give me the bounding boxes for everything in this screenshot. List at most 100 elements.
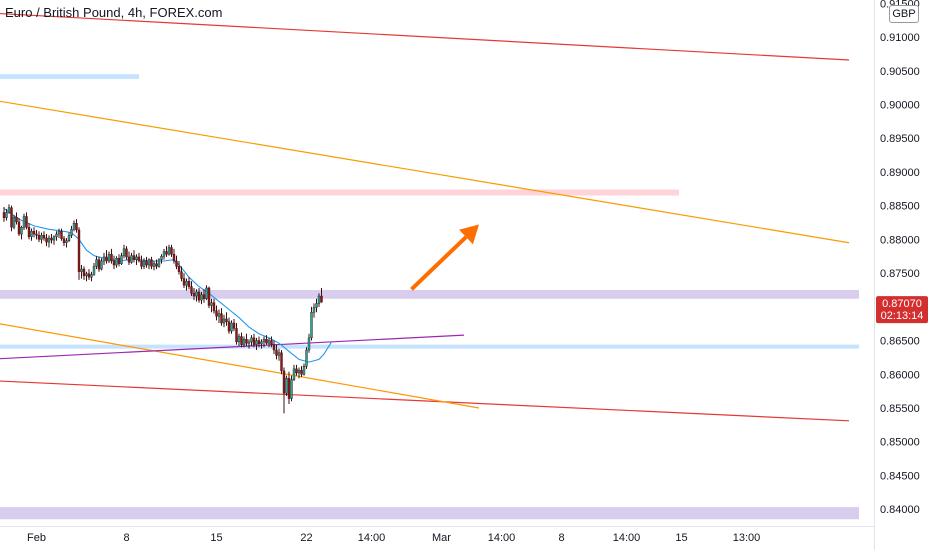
- candle[interactable]: [302, 363, 306, 376]
- arrow-shaft[interactable]: [410, 235, 468, 291]
- orange-trendline-2[interactable]: [0, 100, 850, 244]
- price-axis[interactable]: 0.84000 0.84500 0.85000 0.85500 0.86000 0.865…: [880, 0, 920, 516]
- candle[interactable]: [277, 348, 281, 361]
- moving-average-line[interactable]: [3, 207, 332, 363]
- candle[interactable]: [67, 232, 71, 243]
- candle[interactable]: [150, 256, 153, 270]
- candle[interactable]: [140, 255, 143, 270]
- candle[interactable]: [55, 231, 58, 241]
- candle[interactable]: [42, 231, 46, 241]
- candle[interactable]: [262, 336, 266, 348]
- candle[interactable]: [320, 287, 323, 303]
- candle[interactable]: [212, 298, 216, 314]
- candle[interactable]: [152, 260, 156, 271]
- candle[interactable]: [232, 318, 236, 332]
- candle[interactable]: [300, 366, 303, 377]
- candle[interactable]: [35, 229, 38, 240]
- candle[interactable]: [292, 364, 296, 382]
- candle[interactable]: [157, 258, 161, 268]
- candle[interactable]: [37, 231, 41, 243]
- candle[interactable]: [2, 207, 6, 222]
- candle[interactable]: [200, 291, 203, 305]
- candle[interactable]: [130, 252, 133, 264]
- candle[interactable]: [137, 252, 141, 263]
- candle[interactable]: [185, 278, 188, 291]
- candle[interactable]: [205, 285, 208, 301]
- candle[interactable]: [127, 251, 131, 266]
- candle[interactable]: [167, 244, 171, 256]
- candle[interactable]: [82, 266, 86, 280]
- time-axis[interactable]: Feb 8 15 22 14:00 Mar 14:00 8 14:00 15 13:00: [27, 532, 760, 544]
- candle[interactable]: [87, 269, 91, 280]
- candle[interactable]: [30, 228, 33, 241]
- candle[interactable]: [120, 252, 123, 266]
- candle[interactable]: [52, 235, 56, 245]
- candle[interactable]: [237, 333, 241, 346]
- candle[interactable]: [240, 332, 243, 348]
- candle[interactable]: [242, 336, 246, 348]
- candle[interactable]: [57, 228, 61, 239]
- candle[interactable]: [25, 212, 28, 230]
- candle[interactable]: [267, 337, 271, 348]
- candle[interactable]: [100, 258, 103, 271]
- candle[interactable]: [5, 209, 8, 221]
- candle[interactable]: [215, 305, 218, 321]
- candle[interactable]: [260, 339, 263, 349]
- candle[interactable]: [190, 281, 193, 297]
- candle[interactable]: [305, 347, 308, 369]
- candle[interactable]: [235, 323, 238, 345]
- candle[interactable]: [12, 215, 16, 230]
- candle[interactable]: [280, 349, 283, 375]
- candle[interactable]: [287, 371, 291, 404]
- candle[interactable]: [45, 234, 48, 247]
- candle[interactable]: [170, 244, 173, 257]
- purple-zone-2[interactable]: [0, 289, 859, 299]
- candle[interactable]: [250, 335, 253, 346]
- red-trendline-1[interactable]: [0, 380, 850, 422]
- candle[interactable]: [275, 344, 278, 360]
- candle[interactable]: [225, 312, 228, 326]
- candle[interactable]: [247, 339, 251, 349]
- candle[interactable]: [60, 228, 63, 241]
- candle[interactable]: [307, 333, 311, 353]
- candle[interactable]: [162, 248, 166, 260]
- candle[interactable]: [125, 246, 128, 260]
- purple-zone-4[interactable]: [0, 507, 859, 520]
- candle[interactable]: [310, 306, 313, 341]
- candle[interactable]: [20, 225, 23, 240]
- candle[interactable]: [75, 219, 78, 233]
- orange-trendline-3[interactable]: [0, 323, 480, 409]
- candle[interactable]: [145, 256, 148, 268]
- candle[interactable]: [220, 308, 223, 326]
- purple-trendline-4[interactable]: [0, 334, 465, 360]
- candle[interactable]: [187, 277, 191, 290]
- candle[interactable]: [210, 298, 213, 313]
- candle[interactable]: [142, 258, 146, 270]
- candle[interactable]: [197, 287, 201, 303]
- candle[interactable]: [40, 232, 43, 244]
- candle[interactable]: [22, 213, 26, 230]
- candle[interactable]: [65, 238, 68, 248]
- candle[interactable]: [107, 251, 111, 263]
- candle[interactable]: [15, 212, 18, 225]
- blue-zone-0[interactable]: [0, 74, 139, 79]
- red-zone-1[interactable]: [0, 189, 679, 196]
- candle[interactable]: [77, 227, 81, 280]
- candle[interactable]: [7, 204, 11, 214]
- candle[interactable]: [195, 289, 198, 302]
- candle[interactable]: [290, 375, 293, 402]
- candle[interactable]: [17, 217, 21, 237]
- candle[interactable]: [95, 256, 98, 270]
- candle[interactable]: [70, 225, 73, 239]
- candle[interactable]: [180, 266, 183, 282]
- candle[interactable]: [92, 263, 96, 276]
- candle[interactable]: [110, 248, 113, 264]
- candle[interactable]: [50, 234, 53, 244]
- candle[interactable]: [285, 375, 288, 396]
- candle[interactable]: [252, 333, 256, 348]
- candle[interactable]: [80, 265, 83, 279]
- candle[interactable]: [202, 289, 206, 303]
- candle[interactable]: [295, 364, 298, 376]
